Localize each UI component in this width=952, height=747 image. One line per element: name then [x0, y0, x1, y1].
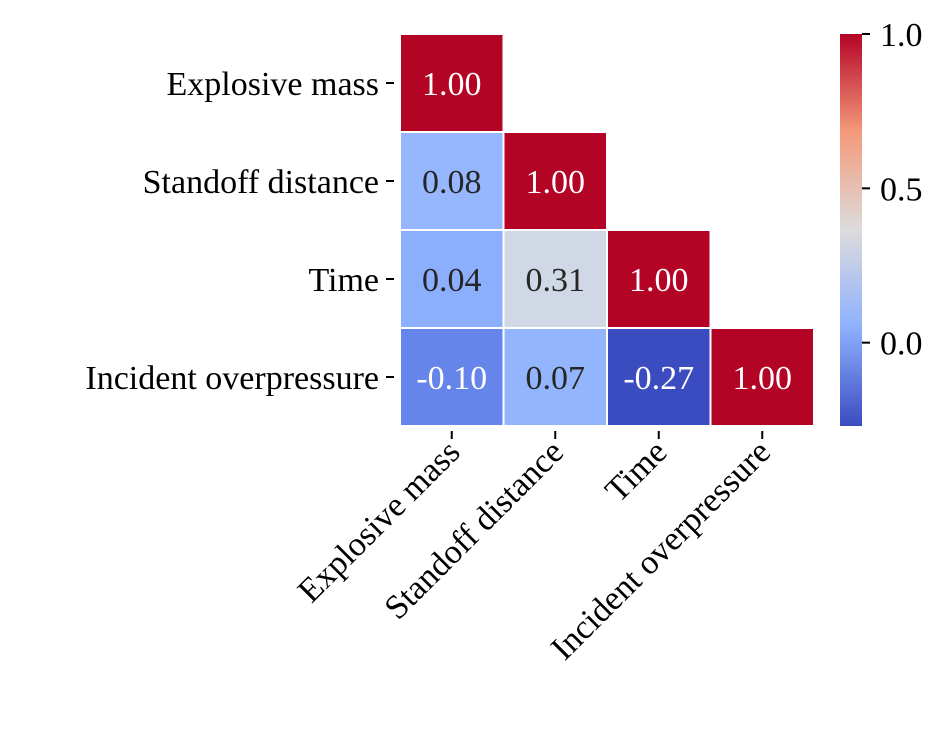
heatmap-cell-labels: 1.00 0.08 1.00 0.04 0.31 1.00 -0.10 0.07 -0.27 1.… — [416, 66, 792, 397]
y-tick-label: Standoff distance — [143, 164, 379, 201]
colorbar-bar — [840, 34, 862, 426]
colorbar-tick-label: 0.0 — [880, 326, 923, 363]
cell-value-label: 0.08 — [422, 164, 482, 201]
cell-value-label: 0.07 — [526, 360, 586, 397]
cell-value-label: 1.00 — [526, 164, 586, 201]
heatmap-cell-r2-c2 — [606, 229, 712, 329]
heatmap-cell-r3-c2 — [606, 327, 712, 427]
heatmap-cell-r3-c3 — [709, 327, 815, 427]
cell-value-label: 1.00 — [629, 262, 689, 299]
y-tick-label: Explosive mass — [167, 66, 379, 103]
colorbar-tick-label: 0.5 — [880, 171, 923, 208]
y-axis: Explosive mass Standoff distance Time Incid… — [85, 66, 394, 397]
y-tick-label: Time — [308, 262, 379, 299]
x-tick-label: Time — [598, 433, 674, 509]
cell-value-label: 0.31 — [526, 262, 586, 299]
colorbar-tick-label: 1.0 — [880, 17, 923, 54]
cell-value-label: 0.04 — [422, 262, 482, 299]
cell-value-label: -0.27 — [623, 360, 694, 397]
cell-value-label: 1.00 — [733, 360, 793, 397]
cell-value-label: -0.10 — [416, 360, 487, 397]
heatmap-cell-r3-c1 — [502, 327, 608, 427]
colorbar: 0.0 0.5 1.0 — [840, 17, 923, 426]
x-tick-label: Standoff distance — [378, 433, 571, 626]
heatmap-cell-r3-c0 — [399, 327, 505, 427]
y-tick-label: Incident overpressure — [85, 360, 379, 397]
cell-value-label: 1.00 — [422, 66, 482, 103]
heatmap-cell-r1-c0 — [399, 131, 505, 231]
heatmap-cell-r1-c1 — [502, 131, 608, 231]
heatmap-cells — [399, 33, 815, 427]
heatmap-cell-r0-c0 — [399, 33, 505, 133]
